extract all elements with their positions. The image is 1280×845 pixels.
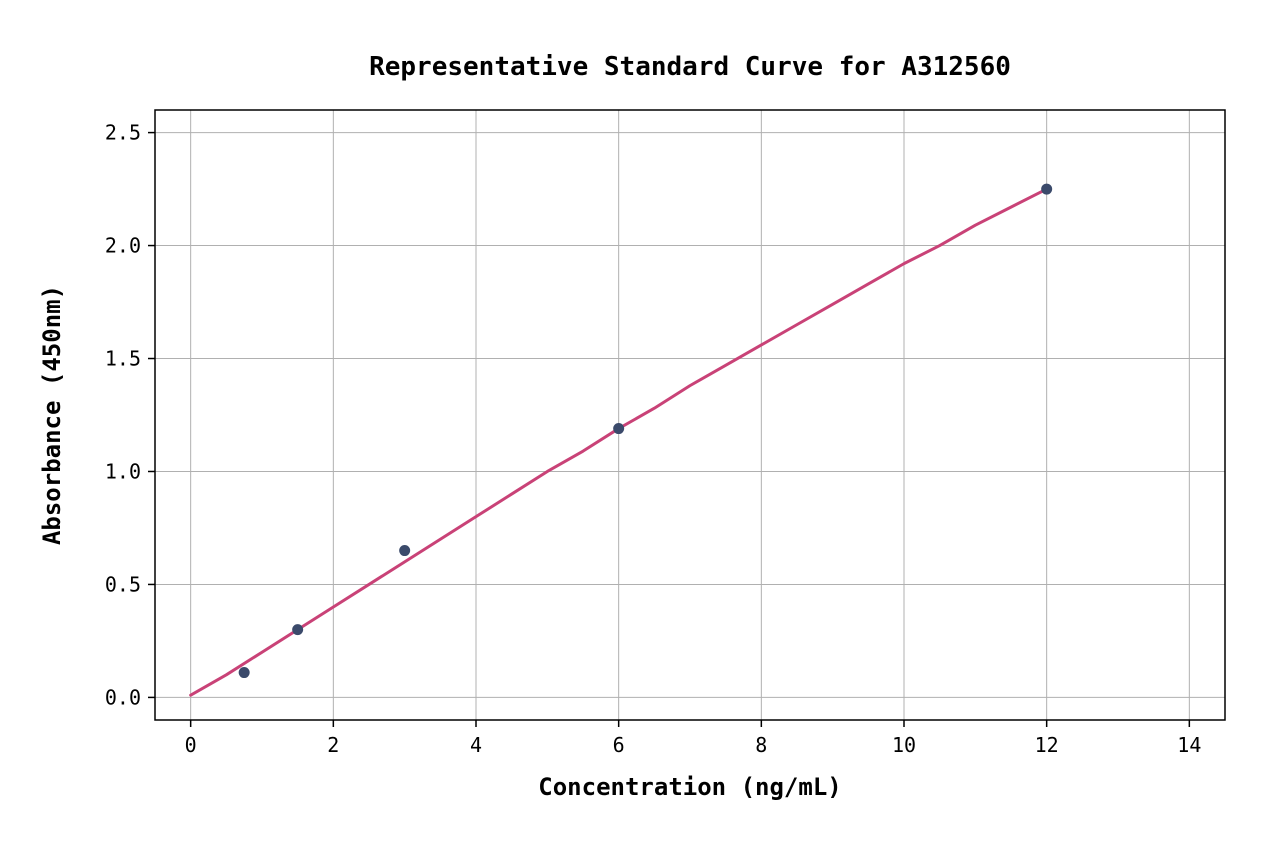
y-tick-label: 1.0 [105, 459, 141, 483]
chart-title: Representative Standard Curve for A31256… [369, 52, 1011, 82]
plot-area [155, 110, 1225, 720]
x-tick-label: 4 [470, 733, 482, 757]
data-point [400, 546, 410, 556]
chart-svg: 0 2 4 6 8 10 12 14 0.0 0.5 1.0 1.5 2.0 2.5 Concentrati… [0, 0, 1280, 845]
y-tick-label: 2.5 [105, 121, 141, 145]
y-tick-label: 2.0 [105, 234, 141, 258]
x-tick-label: 2 [327, 733, 339, 757]
data-point [293, 625, 303, 635]
x-tick-label: 14 [1177, 733, 1201, 757]
data-point [1042, 184, 1052, 194]
y-tick-label: 1.5 [105, 347, 141, 371]
x-tick-label: 12 [1035, 733, 1059, 757]
y-axis-label: Absorbance (450nm) [38, 285, 66, 545]
x-tick-label: 6 [613, 733, 625, 757]
data-point [239, 668, 249, 678]
y-tick-label: 0.5 [105, 572, 141, 596]
y-tick-label: 0.0 [105, 685, 141, 709]
x-axis-label: Concentration (ng/mL) [538, 773, 841, 801]
data-point [614, 424, 624, 434]
x-tick-label: 0 [185, 733, 197, 757]
x-tick-label: 10 [892, 733, 916, 757]
x-tick-label: 8 [755, 733, 767, 757]
chart-container: 0 2 4 6 8 10 12 14 0.0 0.5 1.0 1.5 2.0 2.5 Concentrati… [0, 0, 1280, 845]
